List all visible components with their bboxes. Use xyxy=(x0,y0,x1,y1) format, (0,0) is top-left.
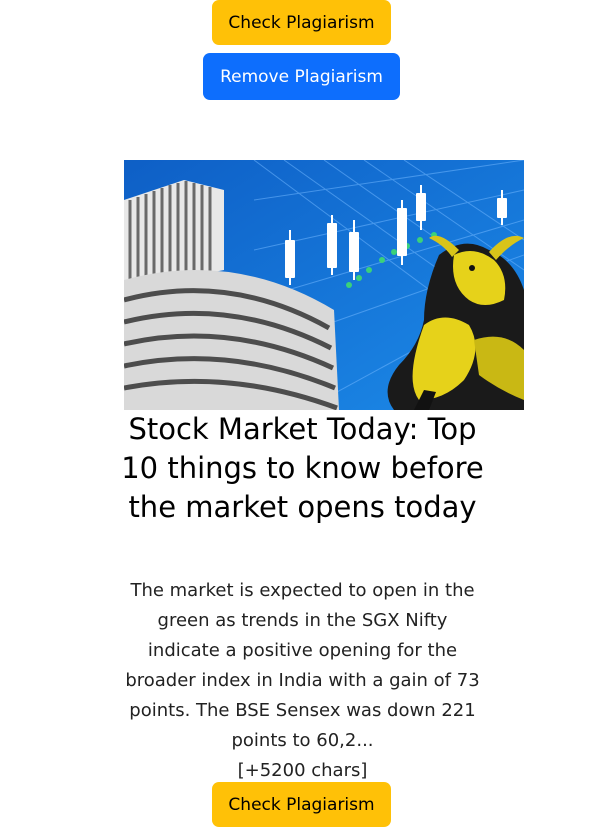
article-title: Stock Market Today: Top 10 things to kno… xyxy=(121,412,484,524)
article-image xyxy=(124,160,524,410)
more-chars-label: [+5200 chars] xyxy=(237,760,368,781)
article-description: The market is expected to open in the gr… xyxy=(120,576,485,786)
check-plagiarism-button-top[interactable]: Check Plagiarism xyxy=(212,0,391,45)
remove-plagiarism-button[interactable]: Remove Plagiarism xyxy=(203,53,400,100)
check-plagiarism-button-bottom[interactable]: Check Plagiarism xyxy=(212,782,391,827)
article-description-text: The market is expected to open in the gr… xyxy=(125,580,480,751)
